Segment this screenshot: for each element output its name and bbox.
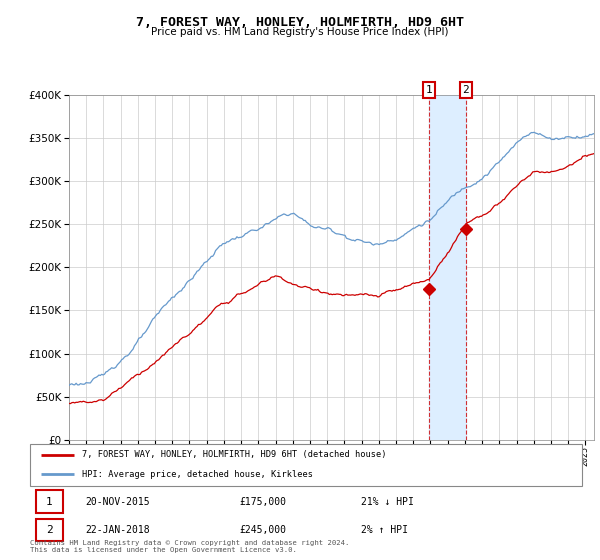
FancyBboxPatch shape (35, 491, 63, 512)
Text: 2% ↑ HPI: 2% ↑ HPI (361, 525, 408, 535)
Text: £245,000: £245,000 (240, 525, 287, 535)
Text: 1: 1 (425, 85, 432, 95)
Text: 21% ↓ HPI: 21% ↓ HPI (361, 497, 414, 507)
Text: HPI: Average price, detached house, Kirklees: HPI: Average price, detached house, Kirk… (82, 470, 313, 479)
Text: £175,000: £175,000 (240, 497, 287, 507)
FancyBboxPatch shape (35, 519, 63, 541)
Text: 7, FOREST WAY, HONLEY, HOLMFIRTH, HD9 6HT (detached house): 7, FOREST WAY, HONLEY, HOLMFIRTH, HD9 6H… (82, 450, 387, 459)
Text: 2: 2 (463, 85, 469, 95)
Text: Price paid vs. HM Land Registry's House Price Index (HPI): Price paid vs. HM Land Registry's House … (151, 27, 449, 37)
Text: 7, FOREST WAY, HONLEY, HOLMFIRTH, HD9 6HT: 7, FOREST WAY, HONLEY, HOLMFIRTH, HD9 6H… (136, 16, 464, 29)
Bar (429, 95, 466, 440)
Text: 1: 1 (46, 497, 53, 507)
Text: Contains HM Land Registry data © Crown copyright and database right 2024.
This d: Contains HM Land Registry data © Crown c… (30, 540, 349, 553)
Text: 2: 2 (46, 525, 53, 535)
Text: 22-JAN-2018: 22-JAN-2018 (85, 525, 150, 535)
Text: 20-NOV-2015: 20-NOV-2015 (85, 497, 150, 507)
FancyBboxPatch shape (30, 444, 582, 486)
